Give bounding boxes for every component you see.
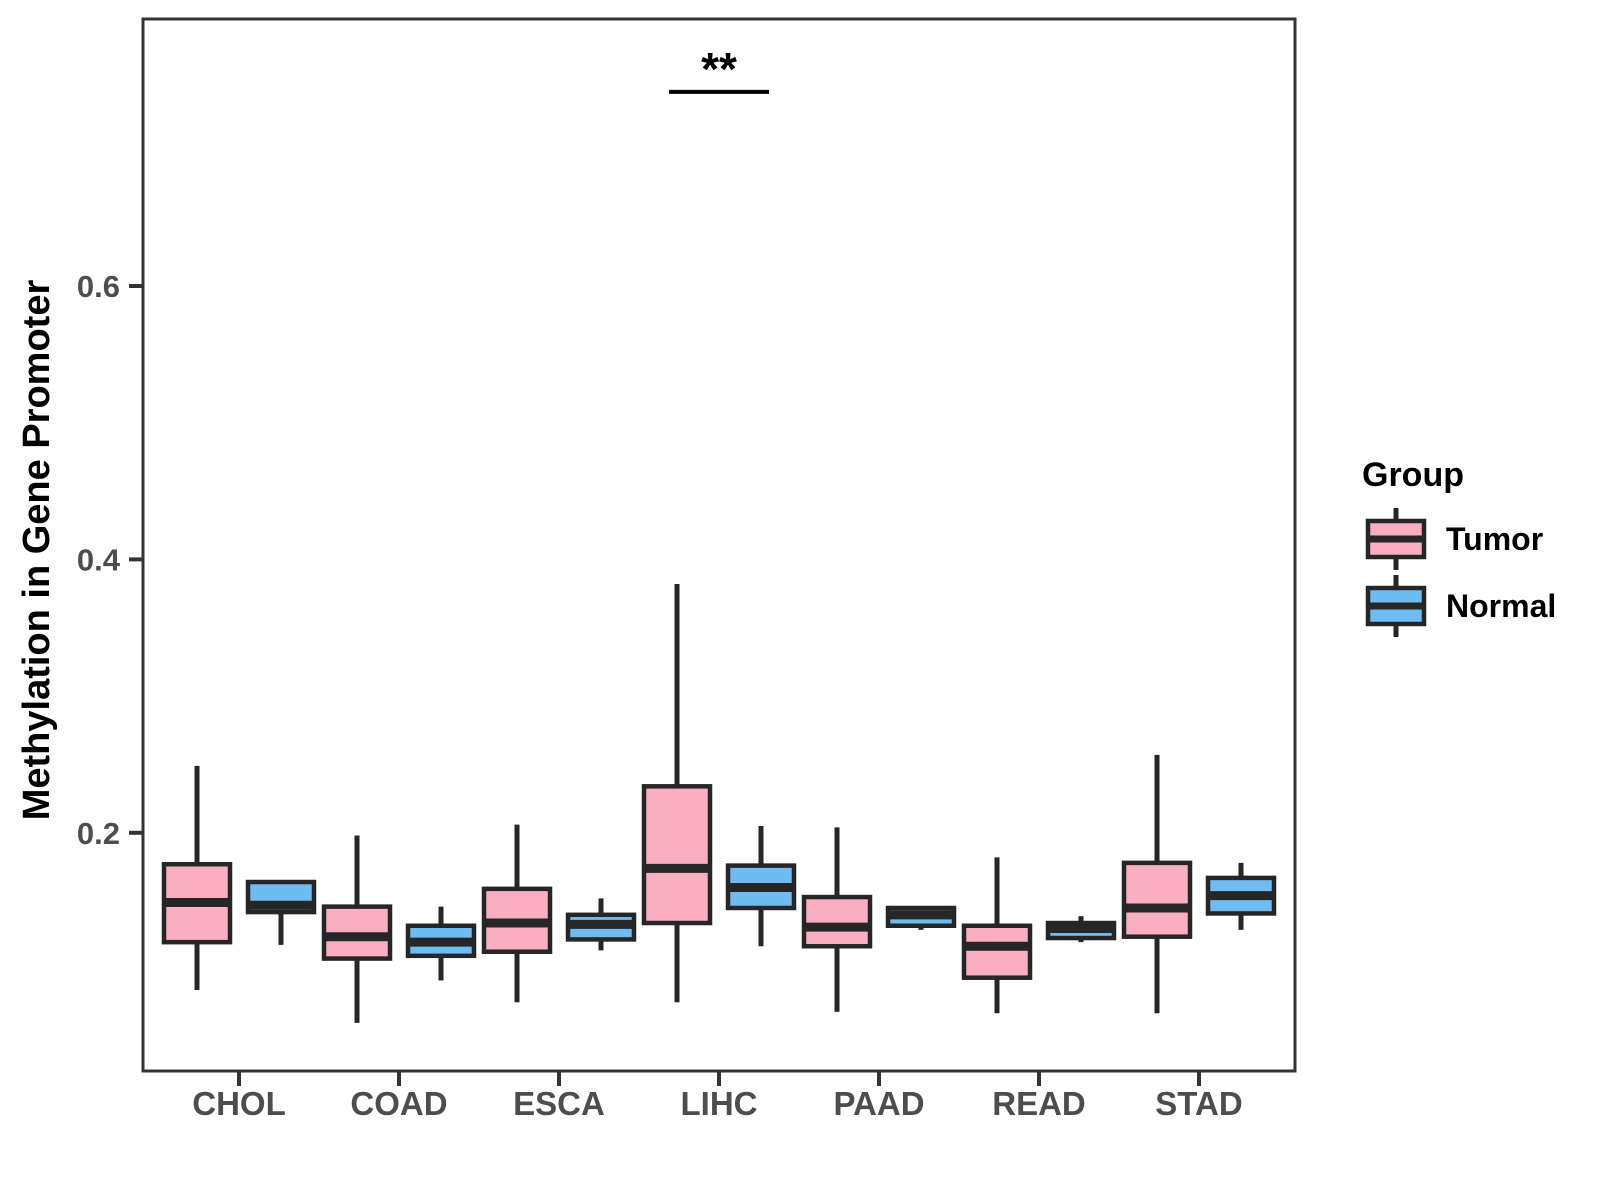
legend-key-normal [1365,575,1427,637]
y-tick-label: 0.2 [77,816,120,851]
box-STAD-tumor [1121,860,1193,939]
legend-label-normal: Normal [1446,588,1556,624]
x-tick-label: READ [992,1085,1086,1122]
legend-key-tumor [1365,508,1427,570]
x-tick-label: COAD [350,1085,447,1122]
x-tick-label: LIHC [681,1085,758,1122]
boxplot-boxes [161,584,1277,1023]
legend-label-tumor: Tumor [1446,521,1543,557]
x-tick-label: STAD [1155,1085,1242,1122]
x-tick-label: CHOL [192,1085,286,1122]
y-tick-label: 0.4 [77,542,121,577]
significance-annotation: ** [669,43,769,95]
y-axis: 0.2 0.4 0.6 [77,269,143,851]
box-READ-tumor [961,923,1033,980]
significance-text: ** [701,43,737,95]
y-tick-label: 0.6 [77,269,120,304]
y-axis-title: Methylation in Gene Promoter [16,280,58,821]
x-axis: CHOL COAD ESCA LIHC PAAD READ STAD [192,1071,1243,1122]
legend-title: Group [1362,456,1464,494]
legend: Group Tumor Normal [1362,456,1556,637]
x-tick-label: ESCA [513,1085,605,1122]
x-tick-label: PAAD [833,1085,924,1122]
box-LIHC-tumor [641,784,713,926]
box-PAAD-tumor [801,894,873,949]
